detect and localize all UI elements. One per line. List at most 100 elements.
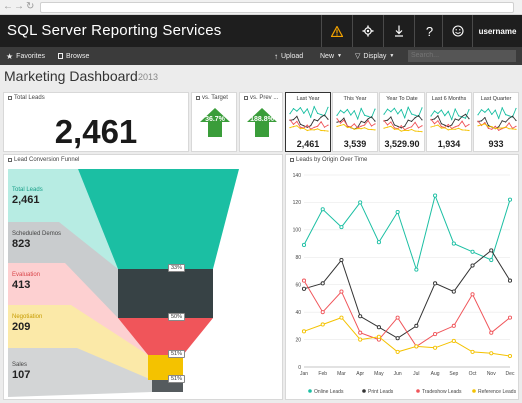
funnel-panel[interactable]: Lead Conversion Funnel Total Leads 2,461 S… xyxy=(3,154,283,400)
data-point[interactable] xyxy=(433,193,438,198)
sparkline-point xyxy=(508,122,510,124)
data-point[interactable] xyxy=(470,263,475,268)
data-point[interactable] xyxy=(301,329,307,334)
data-point[interactable] xyxy=(320,310,325,315)
data-point[interactable] xyxy=(376,334,381,339)
sparkline-tile[interactable]: Last 6 Months 1,934 xyxy=(426,92,472,152)
data-point[interactable] xyxy=(414,267,419,272)
data-point[interactable] xyxy=(433,281,438,286)
sparkline-point xyxy=(494,109,496,111)
reload-icon[interactable]: ↻ xyxy=(26,1,35,12)
sparkline-point xyxy=(451,118,453,121)
search-input[interactable] xyxy=(408,50,516,62)
x-tick-label: Dec xyxy=(506,371,515,377)
upload-button[interactable]: ↑ Upload xyxy=(274,47,303,65)
data-point[interactable] xyxy=(320,322,325,327)
sparkline-point xyxy=(303,112,305,114)
data-point[interactable] xyxy=(339,257,344,263)
data-point[interactable] xyxy=(358,337,363,342)
total-leads-panel[interactable]: Total Leads 2,461 xyxy=(3,92,189,152)
upload-icon: ↑ xyxy=(274,51,278,61)
new-dropdown[interactable]: New ▼ xyxy=(320,47,342,65)
browse-button[interactable]: Browse xyxy=(58,47,89,65)
sparkline-label: This Year xyxy=(343,96,367,102)
data-point[interactable] xyxy=(301,278,307,283)
sparkline-tile[interactable]: Year To Date 3,529.90 xyxy=(379,92,425,152)
sparkline-point xyxy=(421,107,423,109)
sparkline-point xyxy=(433,123,436,125)
data-point[interactable] xyxy=(339,225,344,230)
display-dropdown[interactable]: ▽ Display ▼ xyxy=(355,47,394,65)
gear-icon[interactable] xyxy=(352,15,382,47)
back-arrow-icon[interactable]: ← xyxy=(3,1,13,12)
data-point[interactable] xyxy=(489,248,494,253)
legend-label: Tradeshow Leads xyxy=(422,389,462,395)
data-point[interactable] xyxy=(507,197,513,202)
data-point[interactable] xyxy=(395,315,400,320)
data-point[interactable] xyxy=(395,209,400,215)
funnel-segment[interactable] xyxy=(118,269,213,318)
data-point[interactable] xyxy=(489,257,494,263)
data-point[interactable] xyxy=(451,289,456,294)
download-icon[interactable] xyxy=(383,15,413,47)
sparkline-tile[interactable]: Last Quarter 933 xyxy=(473,92,519,152)
sparkline-point xyxy=(390,111,392,113)
data-point[interactable] xyxy=(507,315,513,320)
data-point[interactable] xyxy=(489,330,494,335)
data-point[interactable] xyxy=(376,240,381,245)
funnel-segment[interactable] xyxy=(78,169,239,269)
data-point[interactable] xyxy=(433,332,438,337)
sparkline-point xyxy=(367,120,369,122)
sparkline-tile[interactable]: This Year 3,539 xyxy=(332,92,378,152)
data-point[interactable] xyxy=(376,325,381,330)
sparkline-point xyxy=(505,121,507,123)
funnel-segment[interactable] xyxy=(148,355,183,380)
sparkline-value: 1,934 xyxy=(437,139,461,149)
line-chart-title: Leads by Origin Over Time xyxy=(290,157,367,163)
smiley-icon[interactable] xyxy=(442,15,472,47)
data-point[interactable] xyxy=(339,289,344,294)
data-point[interactable] xyxy=(358,200,363,205)
data-point[interactable] xyxy=(301,242,307,247)
data-point[interactable] xyxy=(451,323,456,328)
leads-over-time-panel[interactable]: Leads by Origin Over Time 0 20 40 60 80 100 12… xyxy=(285,154,519,400)
data-point[interactable] xyxy=(470,249,475,254)
data-point[interactable] xyxy=(358,314,363,319)
data-point[interactable] xyxy=(339,315,344,320)
vs-target-panel[interactable]: vs. Target 36.7% xyxy=(191,92,237,152)
sparkline-point xyxy=(477,125,479,127)
url-bar[interactable] xyxy=(40,2,514,13)
data-point[interactable] xyxy=(451,241,456,246)
favorites-button[interactable]: ★ Favorites xyxy=(6,47,45,65)
data-point[interactable] xyxy=(489,351,494,356)
data-point[interactable] xyxy=(507,278,513,283)
data-point[interactable] xyxy=(358,330,363,335)
data-point[interactable] xyxy=(433,345,438,350)
data-point[interactable] xyxy=(320,281,325,286)
sparkline-point xyxy=(317,128,319,130)
funnel-segment[interactable] xyxy=(152,380,183,392)
data-point[interactable] xyxy=(395,349,400,354)
warning-icon[interactable] xyxy=(321,15,351,47)
y-tick-label: 60 xyxy=(295,283,301,289)
data-point[interactable] xyxy=(395,336,400,341)
data-point[interactable] xyxy=(470,349,475,354)
panel-icon xyxy=(8,158,12,162)
help-icon[interactable]: ? xyxy=(414,15,444,47)
sparkline-series xyxy=(477,106,517,120)
data-point[interactable] xyxy=(470,292,475,297)
funnel-conversion-badge: 33% xyxy=(168,264,186,272)
data-point[interactable] xyxy=(451,338,456,343)
sparkline-tile[interactable]: Last Year 2,461 xyxy=(285,92,331,152)
funnel-segment[interactable] xyxy=(118,318,213,355)
data-point[interactable] xyxy=(301,286,307,291)
data-point[interactable] xyxy=(320,207,325,212)
username-menu[interactable]: username xyxy=(472,15,522,47)
sparkline-point xyxy=(327,118,329,120)
data-point[interactable] xyxy=(507,353,513,359)
forward-arrow-icon[interactable]: → xyxy=(14,1,24,12)
chevron-down-icon: ▼ xyxy=(337,53,342,59)
vs-prev-panel[interactable]: vs. Prev ... 188.8% xyxy=(239,92,283,152)
data-point[interactable] xyxy=(414,323,419,328)
data-point[interactable] xyxy=(414,344,419,349)
